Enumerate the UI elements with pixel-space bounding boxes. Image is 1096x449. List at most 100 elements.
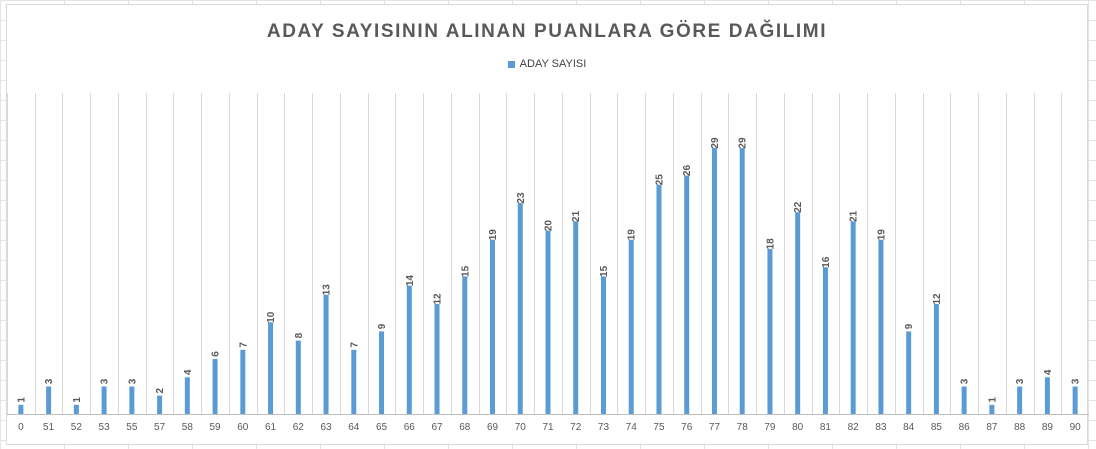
data-label: 8: [294, 332, 305, 338]
bar[interactable]: [157, 395, 163, 414]
bar[interactable]: [878, 239, 884, 414]
x-tick-label: 78: [737, 422, 749, 433]
bar[interactable]: [711, 148, 717, 414]
legend-label: ADAY SAYISI: [519, 58, 587, 70]
data-label: 2: [155, 387, 166, 393]
x-tick-label: 55: [126, 422, 138, 433]
bar[interactable]: [517, 203, 523, 414]
x-tick-label: 85: [931, 422, 943, 433]
data-label: 20: [544, 220, 555, 232]
bar[interactable]: [628, 239, 634, 414]
data-label: 10: [266, 311, 277, 323]
data-label: 15: [599, 265, 610, 277]
data-label: 29: [710, 137, 721, 149]
x-tick-label: 76: [681, 422, 693, 433]
bar[interactable]: [406, 285, 412, 414]
bar[interactable]: [323, 294, 329, 414]
x-tick-label: 65: [376, 422, 388, 433]
x-tick-label: 64: [348, 422, 360, 433]
data-label: 26: [682, 165, 693, 177]
bar[interactable]: [184, 377, 190, 414]
data-label: 12: [932, 293, 943, 305]
data-label: 18: [765, 238, 776, 250]
bar[interactable]: [295, 340, 301, 414]
x-tick-label: 89: [1042, 422, 1054, 433]
bar[interactable]: [1072, 386, 1078, 414]
bar[interactable]: [600, 276, 606, 414]
x-tick-label: 62: [293, 422, 305, 433]
bar[interactable]: [379, 331, 385, 414]
x-tick-label: 86: [959, 422, 971, 433]
data-label: 3: [960, 378, 971, 384]
data-label: 3: [127, 378, 138, 384]
bar[interactable]: [46, 386, 52, 414]
bar[interactable]: [1044, 377, 1050, 414]
data-label: 22: [793, 201, 804, 213]
bar[interactable]: [434, 303, 440, 414]
x-tick-label: 82: [848, 422, 860, 433]
bar[interactable]: [212, 358, 218, 414]
data-label: 19: [488, 229, 499, 241]
x-tick-label: 70: [515, 422, 527, 433]
plot-area: 1035115235335525745865976010618621363764…: [7, 93, 1089, 433]
bar[interactable]: [351, 349, 357, 414]
data-label: 3: [44, 378, 55, 384]
bar[interactable]: [684, 175, 690, 414]
bar[interactable]: [822, 267, 828, 414]
bar[interactable]: [268, 322, 274, 414]
data-label: 4: [183, 369, 194, 375]
bar[interactable]: [1017, 386, 1023, 414]
data-label: 12: [433, 293, 444, 305]
bar[interactable]: [739, 148, 745, 414]
x-tick-label: 74: [626, 422, 638, 433]
data-label: 9: [904, 323, 915, 329]
bar[interactable]: [767, 248, 773, 414]
x-tick-label: 60: [237, 422, 249, 433]
data-label: 14: [405, 275, 416, 287]
bar[interactable]: [73, 404, 79, 414]
x-tick-label: 53: [99, 422, 111, 433]
x-tick-label: 90: [1070, 422, 1082, 433]
bar[interactable]: [850, 221, 856, 414]
data-label: 1: [987, 397, 998, 403]
chart-area[interactable]: ADAY SAYISININ ALINAN PUANLARA GÖRE DAĞI…: [6, 4, 1089, 445]
bar[interactable]: [240, 349, 246, 414]
bar[interactable]: [933, 303, 939, 414]
x-tick-label: 58: [182, 422, 194, 433]
data-label: 1: [72, 397, 83, 403]
x-tick-label: 75: [653, 422, 665, 433]
bar[interactable]: [573, 221, 579, 414]
bar[interactable]: [18, 404, 24, 414]
x-tick-label: 61: [265, 422, 277, 433]
bar[interactable]: [989, 404, 995, 414]
bar[interactable]: [795, 212, 801, 414]
x-tick-label: 84: [903, 422, 915, 433]
x-tick-label: 0: [18, 422, 24, 433]
bar[interactable]: [961, 386, 967, 414]
data-label: 3: [1015, 378, 1026, 384]
legend-swatch: [507, 60, 515, 68]
data-label: 15: [460, 265, 471, 277]
data-label: 16: [821, 256, 832, 268]
bar[interactable]: [129, 386, 135, 414]
bar[interactable]: [545, 230, 551, 414]
bar[interactable]: [490, 239, 496, 414]
data-label: 21: [849, 210, 860, 222]
bar[interactable]: [462, 276, 468, 414]
data-label: 21: [571, 210, 582, 222]
x-tick-label: 83: [875, 422, 887, 433]
data-label: 4: [1043, 369, 1054, 375]
x-tick-label: 52: [71, 422, 83, 433]
bar[interactable]: [906, 331, 912, 414]
data-label: 25: [654, 174, 665, 186]
data-label: 29: [738, 137, 749, 149]
x-tick-label: 72: [570, 422, 582, 433]
x-tick-label: 69: [487, 422, 499, 433]
x-tick-label: 79: [764, 422, 776, 433]
data-label: 19: [627, 229, 638, 241]
data-label: 1: [16, 397, 27, 403]
x-tick-label: 68: [459, 422, 471, 433]
bar[interactable]: [656, 184, 662, 414]
bar[interactable]: [101, 386, 107, 414]
data-label: 23: [516, 192, 527, 204]
